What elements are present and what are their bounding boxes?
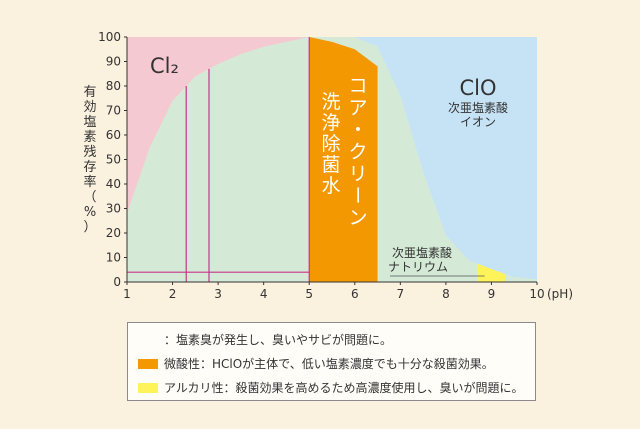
band-text-char: コ: [348, 75, 367, 97]
y-tick-label: 50: [106, 153, 121, 167]
y-tick-label: 30: [106, 202, 121, 216]
y-tick-label: 60: [106, 128, 121, 142]
cl2-label: Cl₂: [150, 54, 179, 78]
y-axis-label-char: 残: [83, 145, 96, 160]
orange-swatch: [138, 358, 158, 369]
x-tick-label: 1: [123, 287, 131, 301]
x-tick-label: 10: [529, 287, 544, 301]
band-text-char: 浄: [321, 112, 340, 134]
band-text-char: 菌: [321, 154, 340, 176]
band-text-char: ク: [348, 141, 367, 163]
clo-sublabel-1: 次亜塩素酸: [448, 100, 508, 115]
legend-item-chlorine-smell: ：塩素臭が発生し、臭いやサビが問題に。: [138, 331, 392, 348]
band-text-char: ・: [348, 119, 367, 141]
core-clean-band: [309, 37, 378, 282]
sodium-hypochlorite-band: [477, 263, 506, 282]
y-axis-label-char: 存: [83, 160, 96, 175]
x-tick-label: 3: [214, 287, 222, 301]
y-axis-label-char: ）: [83, 220, 96, 235]
sodium-hypochlorite-label-1: 次亜塩素酸: [392, 245, 452, 260]
y-axis-label-char: 塩: [83, 115, 96, 130]
y-tick-label: 20: [106, 226, 121, 240]
x-tick-label: 4: [260, 287, 268, 301]
x-tick-label: 9: [488, 287, 496, 301]
clo-label: ClO: [459, 76, 496, 100]
x-tick-label: 7: [397, 287, 405, 301]
x-tick-label: 5: [305, 287, 313, 301]
band-text-char: 洗: [321, 91, 340, 113]
y-tick-label: 100: [98, 30, 121, 44]
y-axis-label-char: 素: [83, 130, 96, 145]
y-tick-label: 80: [106, 79, 121, 93]
legend-swatch: [138, 335, 158, 345]
band-text-char: 水: [321, 175, 340, 197]
clo-sublabel-2: イオン: [460, 115, 496, 129]
band-text-char: ア: [348, 97, 367, 119]
legend-box: ：塩素臭が発生し、臭いやサビが問題に。 微酸性：HClOが主体で、低い塩素濃度で…: [127, 322, 536, 401]
x-tick-label: 2: [169, 287, 177, 301]
band-text-char: 除: [321, 133, 340, 155]
y-axis-label-char: 率: [83, 174, 96, 190]
y-axis-label-char: （: [83, 190, 96, 205]
y-tick-label: 70: [106, 104, 121, 118]
y-tick-label: 0: [113, 275, 121, 289]
legend-item-alkaline: アルカリ性：殺菌効果を高めるため高濃度使用し、臭いが問題に。: [138, 379, 524, 396]
x-tick-label: 6: [351, 287, 359, 301]
legend-label: アルカリ性：殺菌効果を高めるため高濃度使用し、臭いが問題に。: [164, 381, 524, 395]
y-axis-label-char: 効: [83, 100, 96, 115]
legend-label: ：塩素臭が発生し、臭いやサビが問題に。: [164, 333, 393, 347]
y-tick-label: 10: [106, 251, 121, 265]
y-tick-label: 40: [106, 177, 121, 191]
y-axis-label-char: 有: [83, 85, 96, 100]
band-text-char: リ: [348, 163, 367, 185]
sodium-hypochlorite-label-2: ナトリウム: [388, 260, 448, 274]
y-tick-label: 90: [106, 55, 121, 69]
x-axis-label: (pH): [547, 287, 573, 301]
band-text-char: ー: [346, 185, 368, 204]
band-text-char: ン: [348, 207, 367, 229]
legend-item-weak-acid: 微酸性：HClOが主体で、低い塩素濃度でも十分な殺菌効果。: [138, 355, 494, 372]
x-tick-label: 8: [442, 287, 450, 301]
legend-label: 微酸性：HClOが主体で、低い塩素濃度でも十分な殺菌効果。: [164, 357, 494, 371]
yellow-swatch: [138, 382, 158, 393]
y-axis-label-char: %: [84, 205, 96, 220]
